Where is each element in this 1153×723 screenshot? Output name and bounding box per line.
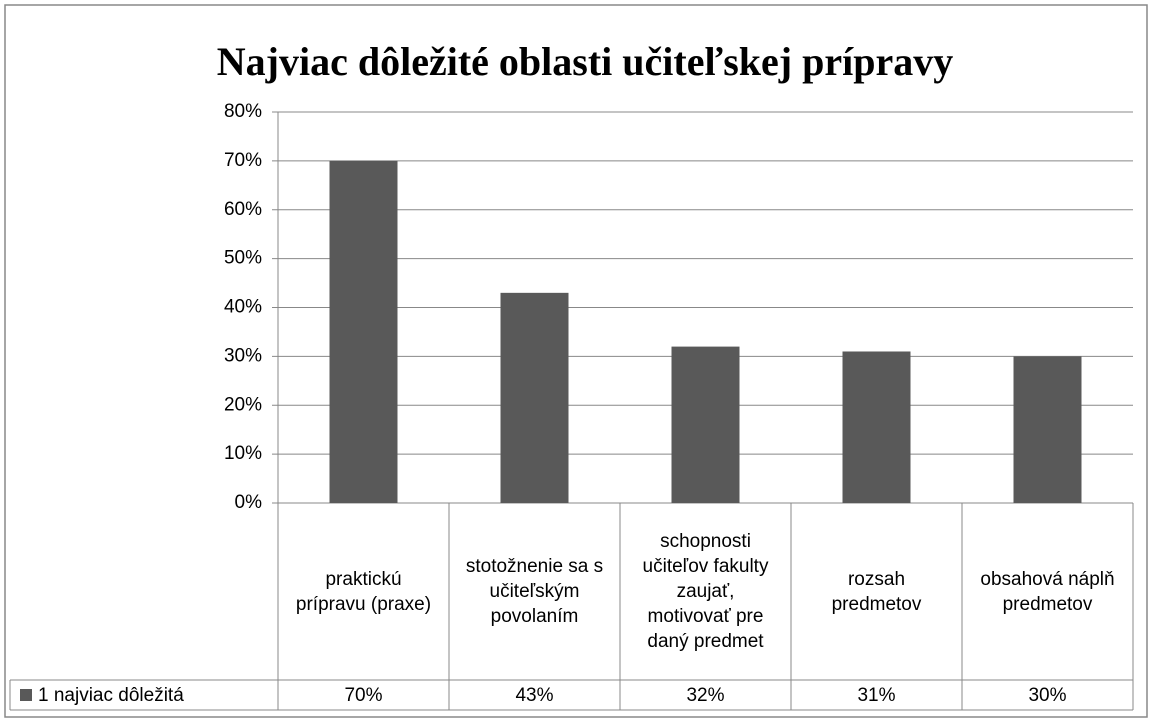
y-tick-label: 30% bbox=[224, 345, 262, 366]
category-label: rozsah predmetov bbox=[791, 503, 962, 680]
category-label: schopnosti učiteľov fakulty zaujať, moti… bbox=[620, 503, 791, 680]
value-label: 43% bbox=[515, 685, 553, 706]
value-label: 32% bbox=[686, 685, 724, 706]
bar bbox=[671, 346, 740, 503]
value-label: 30% bbox=[1028, 685, 1066, 706]
legend-swatch bbox=[20, 689, 32, 701]
category-text: praktickú prípravu (praxe) bbox=[295, 568, 432, 615]
category-label: stotožnenie sa s učiteľským povolaním bbox=[449, 503, 620, 680]
bar bbox=[1013, 356, 1082, 503]
bar bbox=[500, 292, 569, 503]
legend-label: 1 najviac dôležitá bbox=[38, 685, 184, 706]
y-tick-label: 60% bbox=[224, 199, 262, 220]
bar bbox=[329, 160, 398, 503]
y-tick-label: 50% bbox=[224, 248, 262, 269]
y-tick-label: 0% bbox=[235, 492, 263, 513]
category-text: stotožnenie sa s učiteľským povolaním bbox=[465, 556, 604, 627]
category-label: praktickú prípravu (praxe) bbox=[278, 503, 449, 680]
category-label: obsahová náplň predmetov bbox=[962, 503, 1133, 680]
chart-border bbox=[4, 4, 1148, 718]
y-tick-label: 10% bbox=[224, 443, 262, 464]
category-text: schopnosti učiteľov fakulty zaujať, moti… bbox=[642, 531, 769, 652]
y-tick-label: 40% bbox=[224, 297, 262, 318]
y-tick-label: 80% bbox=[224, 101, 262, 122]
category-text: rozsah predmetov bbox=[831, 568, 922, 615]
y-tick-label: 70% bbox=[224, 150, 262, 171]
value-label: 31% bbox=[857, 685, 895, 706]
y-tick-label: 20% bbox=[224, 394, 262, 415]
bar bbox=[842, 351, 911, 503]
chart-title: Najviac dôležité oblasti učiteľskej príp… bbox=[217, 39, 953, 84]
value-label: 70% bbox=[344, 685, 382, 706]
category-text: obsahová náplň predmetov bbox=[980, 568, 1115, 615]
